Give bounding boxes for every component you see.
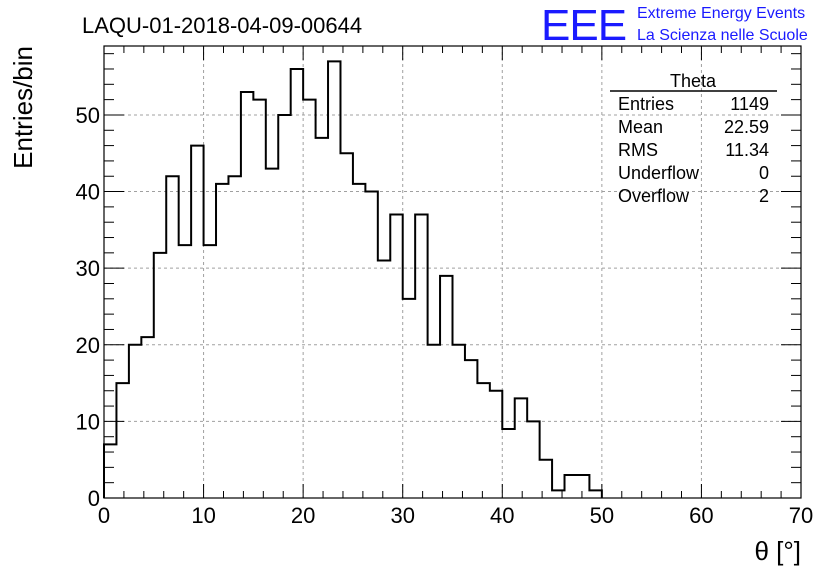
y-tick-label: 30 bbox=[76, 256, 100, 281]
stats-label: RMS bbox=[618, 140, 658, 160]
stats-box: Theta Entries 1149 Mean 22.59 RMS 11.34 Underf… bbox=[610, 71, 777, 206]
y-tick-label: 0 bbox=[88, 486, 100, 511]
y-tick-label: 10 bbox=[76, 409, 100, 434]
x-tick-label: 10 bbox=[191, 503, 215, 528]
stats-value: 0 bbox=[759, 163, 769, 183]
x-tick-label: 40 bbox=[490, 503, 514, 528]
axis-ticks bbox=[103, 46, 802, 499]
stats-label: Entries bbox=[618, 94, 674, 114]
plot-frame bbox=[103, 45, 802, 499]
stats-label: Underflow bbox=[618, 163, 700, 183]
eee-logo: EEE Extreme Energy Events La Scienza nel… bbox=[541, 1, 808, 50]
y-tick-label: 40 bbox=[76, 180, 100, 205]
histogram-outline bbox=[103, 60, 603, 498]
logo-line-1: Extreme Energy Events bbox=[637, 5, 805, 22]
chart-title: LAQU-01-2018-04-09-00644 bbox=[82, 13, 362, 38]
x-tick-label: 0 bbox=[98, 503, 110, 528]
x-tick-label: 70 bbox=[789, 503, 813, 528]
stats-label: Mean bbox=[618, 117, 663, 137]
stats-value: 22.59 bbox=[724, 117, 769, 137]
stats-value: 11.34 bbox=[725, 140, 769, 160]
x-tick-labels: 0 10 20 30 40 50 60 70 bbox=[98, 503, 813, 528]
y-tick-label: 20 bbox=[76, 333, 100, 358]
y-tick-label: 50 bbox=[76, 103, 100, 128]
stats-value: 1149 bbox=[730, 94, 769, 114]
stats-label: Overflow bbox=[618, 186, 690, 206]
x-axis-title: θ [°] bbox=[754, 536, 801, 566]
logo-mark: EEE bbox=[541, 1, 626, 50]
x-tick-label: 30 bbox=[390, 503, 414, 528]
y-tick-labels: 0 10 20 30 40 50 bbox=[76, 103, 100, 511]
x-tick-label: 60 bbox=[689, 503, 713, 528]
grid-lines bbox=[104, 46, 801, 498]
y-axis-title: Entries/bin bbox=[8, 46, 38, 169]
logo-line-2: La Scienza nelle Scuole bbox=[637, 27, 808, 44]
stats-value: 2 bbox=[759, 186, 769, 206]
x-tick-label: 20 bbox=[291, 503, 315, 528]
stats-title: Theta bbox=[670, 71, 717, 91]
x-tick-label: 50 bbox=[590, 503, 614, 528]
